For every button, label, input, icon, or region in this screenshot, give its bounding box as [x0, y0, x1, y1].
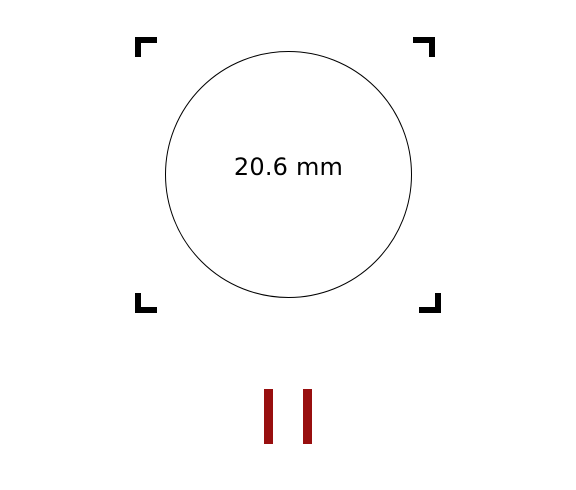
measurement-circle	[165, 51, 412, 298]
frame-corner-top-right-icon	[413, 37, 435, 57]
pause-icon	[264, 389, 273, 444]
frame-corner-bottom-right-icon	[419, 293, 441, 313]
pause-button[interactable]	[255, 381, 321, 451]
frame-corner-top-left-icon	[135, 37, 157, 57]
frame-corner-bottom-left-icon	[135, 293, 157, 313]
pause-icon	[303, 389, 312, 444]
measurement-readout: 20.6 mm	[233, 153, 344, 181]
